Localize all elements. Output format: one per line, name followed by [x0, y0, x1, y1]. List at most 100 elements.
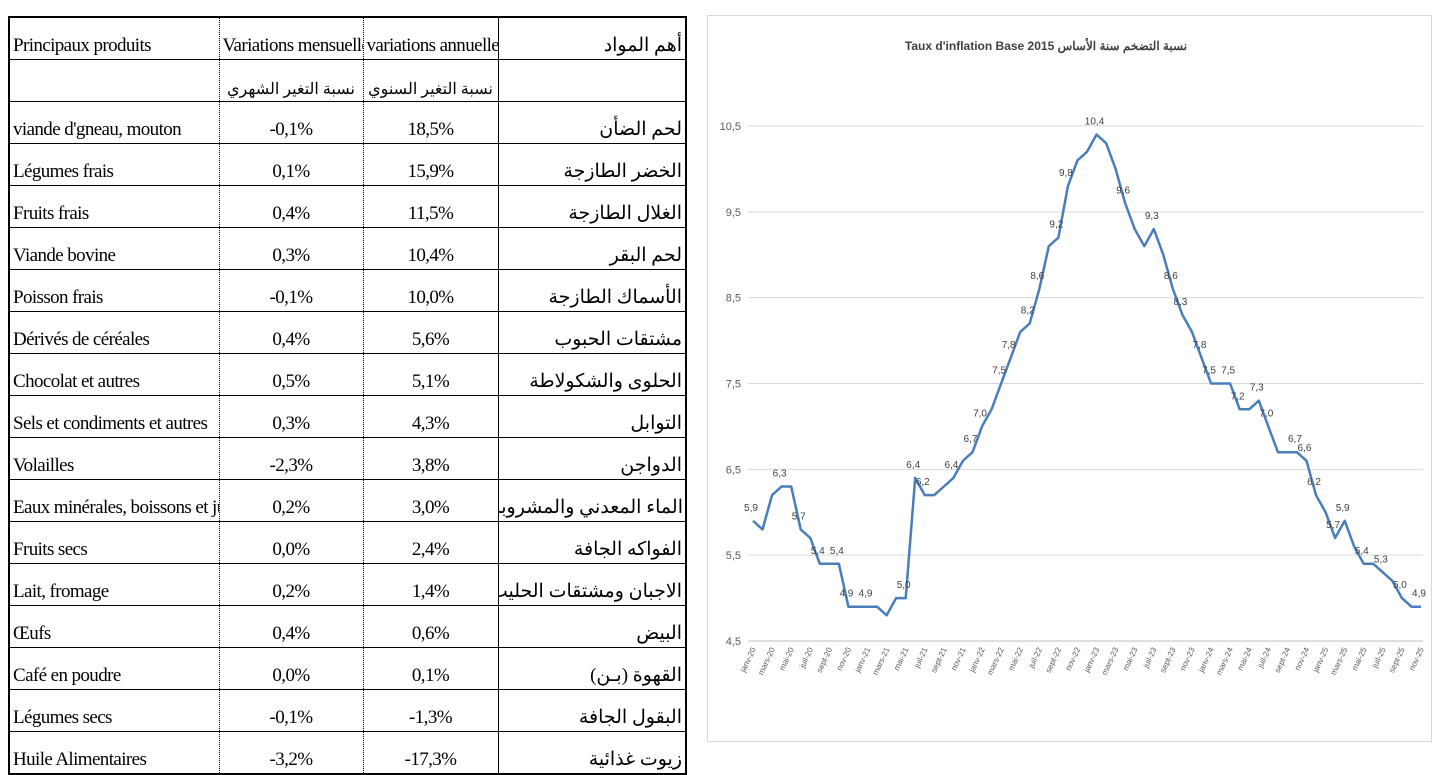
table-cell: 0,0%	[218, 647, 363, 690]
x-tick-label: nov-20	[835, 646, 854, 672]
x-tick-label: mai-22	[1007, 646, 1026, 672]
table-cell: زيوت غذائية	[497, 731, 686, 775]
table-cell: Principaux produits	[9, 17, 219, 60]
table-cell: نسبة التغير السنوي	[362, 59, 498, 102]
data-label: 7,5	[1202, 366, 1216, 377]
data-label: 6,4	[944, 460, 958, 471]
table-cell: 10,0%	[362, 269, 498, 312]
table-cell: لحم البقر	[497, 227, 686, 270]
table-row: Légumes secs -0,1% -1,3% البقول الجافة	[9, 689, 686, 732]
x-tick-label: mai-23	[1121, 646, 1140, 672]
table-cell: -1,3%	[362, 689, 498, 732]
data-label: 7,8	[1002, 340, 1016, 351]
y-tick-label: 8,5	[726, 293, 741, 305]
y-tick-label: 10,5	[720, 121, 741, 133]
table-cell: الحلوى والشكولاطة	[497, 353, 686, 396]
data-label: 7,2	[1231, 391, 1245, 402]
x-tick-label: juil-21	[912, 646, 930, 671]
page: {"table": { "header": ["Principaux produ…	[8, 15, 1432, 775]
x-tick-label: janv-24	[1196, 646, 1216, 675]
table-cell: Café en poudre	[9, 647, 219, 690]
table-row: Œufs 0,4% 0,6% البيض	[9, 605, 686, 648]
table-row: Fruits frais 0,4% 11,5% الغلال الطازجة	[9, 185, 686, 228]
data-label: 5,7	[1326, 520, 1340, 531]
data-label: 10,4	[1085, 117, 1105, 128]
table-row: نسبة التغير الشهري نسبة التغير السنوي	[9, 59, 686, 102]
y-tick-label: 5,5	[726, 550, 741, 562]
table-cell: -17,3%	[362, 731, 498, 775]
data-label: 9,6	[1116, 185, 1130, 196]
data-label: 7,0	[973, 408, 987, 419]
data-label: 6,7	[1288, 434, 1302, 445]
x-tick-label: mars-20	[756, 646, 777, 677]
table-row: Poisson frais -0,1% 10,0% الأسماك الطازجة	[9, 269, 686, 312]
table-cell	[9, 59, 219, 102]
x-tick-label: janv-21	[853, 646, 873, 675]
table-cell: variations annuelles	[362, 17, 498, 60]
table-cell: Légumes secs	[9, 689, 219, 732]
data-label: 4,9	[1412, 589, 1426, 600]
x-tick-label: mai-20	[777, 646, 796, 672]
data-label: 5,9	[1336, 503, 1350, 514]
table-cell: -2,3%	[218, 437, 363, 480]
table-cell: مشتقات الحبوب	[497, 311, 686, 354]
x-tick-label: mars-22	[985, 646, 1006, 677]
x-tick-label: mai-21	[892, 646, 911, 672]
y-tick-label: 7,5	[726, 379, 741, 391]
data-label: 5,4	[1355, 546, 1369, 557]
data-line	[752, 133, 1421, 617]
table-cell: Variations mensuelles	[218, 17, 363, 60]
x-tick-label: juil-22	[1026, 646, 1044, 671]
table-cell: Lait, fromage	[9, 563, 219, 606]
table-cell: الاجبان ومشتقات الحليب	[497, 563, 686, 606]
table-cell: 10,4%	[362, 227, 498, 270]
data-label: 6,2	[1307, 477, 1321, 488]
table-row: viande d'gneau, mouton -0,1% 18,5% لحم الضأ…	[9, 101, 686, 144]
table-cell: 0,5%	[218, 353, 363, 396]
table-cell: 0,1%	[362, 647, 498, 690]
table-cell: Viande bovine	[9, 227, 219, 270]
x-tick-label: juil-20	[797, 646, 815, 671]
table-row: Dérivés de céréales 0,4% 5,6% مشتقات الحبوب	[9, 311, 686, 354]
table-row: Fruits secs 0,0% 2,4% الفواكه الجافة	[9, 521, 686, 564]
table-cell: 0,4%	[218, 185, 363, 228]
table-row: Légumes frais 0,1% 15,9% الخضر الطازجة	[9, 143, 686, 186]
table-cell: 11,5%	[362, 185, 498, 228]
data-label: 7,8	[1193, 340, 1207, 351]
x-tick-label: sept-21	[929, 646, 949, 674]
table-cell: Fruits frais	[9, 185, 219, 228]
table-cell: الفواكه الجافة	[497, 521, 686, 564]
x-tick-label: janv-20	[738, 646, 758, 675]
table-cell: Poisson frais	[9, 269, 219, 312]
table-cell: التوابل	[497, 395, 686, 438]
x-tick-label: mai-24	[1236, 646, 1255, 672]
data-label: 6,3	[773, 469, 787, 480]
data-label: 5,9	[744, 503, 758, 514]
table-cell: 18,5%	[362, 101, 498, 144]
table-row: Café en poudre 0,0% 0,1% القهوة (بـن)	[9, 647, 686, 690]
data-label: 5,4	[811, 546, 825, 557]
table-cell: 15,9%	[362, 143, 498, 186]
data-label: 9,3	[1145, 211, 1159, 222]
y-tick-label: 9,5	[726, 207, 741, 219]
table-cell: 0,3%	[218, 395, 363, 438]
table-cell: Huile Alimentaires	[9, 731, 219, 775]
data-label: 4,9	[839, 589, 853, 600]
data-label: 8,2	[1021, 305, 1035, 316]
table-cell: Fruits secs	[9, 521, 219, 564]
x-tick-label: janv-22	[967, 646, 987, 675]
x-tick-label: nov-24	[1293, 646, 1312, 672]
data-label: 5,4	[830, 546, 844, 557]
x-tick-label: juil-25	[1370, 646, 1388, 671]
x-tick-label: nov-23	[1178, 646, 1197, 672]
table-cell: Chocolat et autres	[9, 353, 219, 396]
data-label: 5,0	[1393, 580, 1407, 591]
table-cell: أهم المواد	[497, 17, 686, 60]
table-cell: -0,1%	[218, 269, 363, 312]
table-cell: القهوة (بـن)	[497, 647, 686, 690]
x-tick-label: nov-22	[1064, 646, 1083, 672]
x-tick-label: mars-25	[1329, 646, 1350, 677]
table-row: Chocolat et autres 0,5% 5,1% الحلوى والشكول…	[9, 353, 686, 396]
table-cell: 0,3%	[218, 227, 363, 270]
x-tick-label: janv-25	[1311, 646, 1331, 675]
